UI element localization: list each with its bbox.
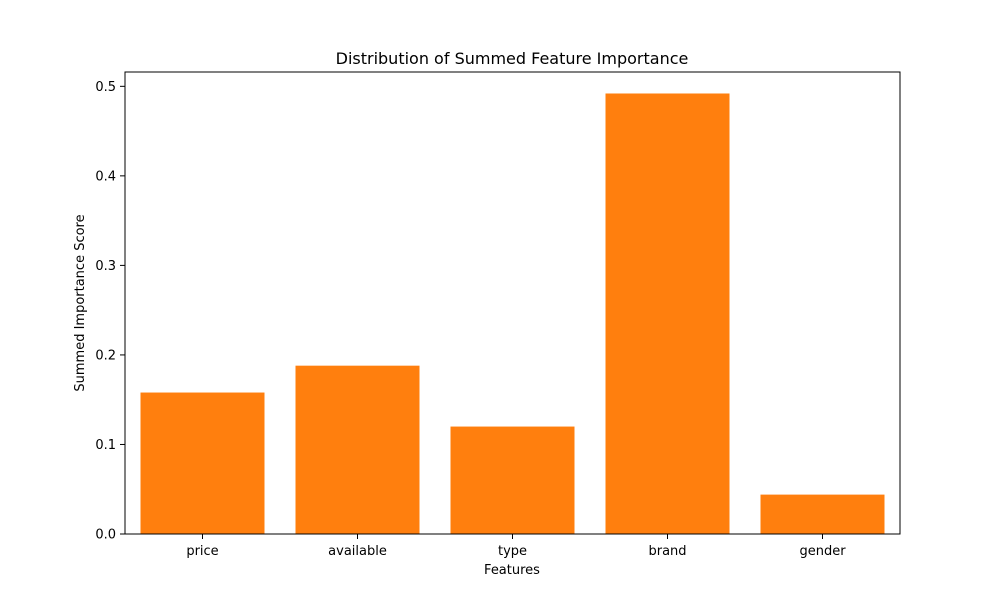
chart-title: Distribution of Summed Feature Importanc… xyxy=(336,49,689,68)
x-tick-label: gender xyxy=(799,544,846,559)
x-tick-label: price xyxy=(186,544,218,559)
y-tick-label: 0.3 xyxy=(95,259,116,274)
plot-area xyxy=(124,71,901,535)
x-tick-label: type xyxy=(498,544,527,559)
bar-price xyxy=(140,392,265,534)
y-tick-label: 0.1 xyxy=(95,438,116,453)
y-tick-label: 0.0 xyxy=(95,528,116,543)
x-axis-label: Features xyxy=(484,563,540,578)
y-tick-label: 0.5 xyxy=(95,80,116,95)
bars-group xyxy=(140,93,885,534)
bar-type xyxy=(450,426,575,534)
y-axis-ticks: 0.0 0.1 0.2 0.3 0.4 0.5 xyxy=(95,80,125,543)
bar-brand xyxy=(605,93,730,534)
bar-available xyxy=(295,365,420,534)
y-axis-label: Summed Importance Score xyxy=(73,214,88,391)
x-tick-label: available xyxy=(328,544,387,559)
bar-gender xyxy=(760,494,885,534)
x-axis-ticks: price available type brand gender xyxy=(186,534,846,559)
x-tick-label: brand xyxy=(648,544,686,559)
y-tick-label: 0.2 xyxy=(95,348,116,363)
y-tick-label: 0.4 xyxy=(95,169,116,184)
plot-frame xyxy=(124,71,901,535)
